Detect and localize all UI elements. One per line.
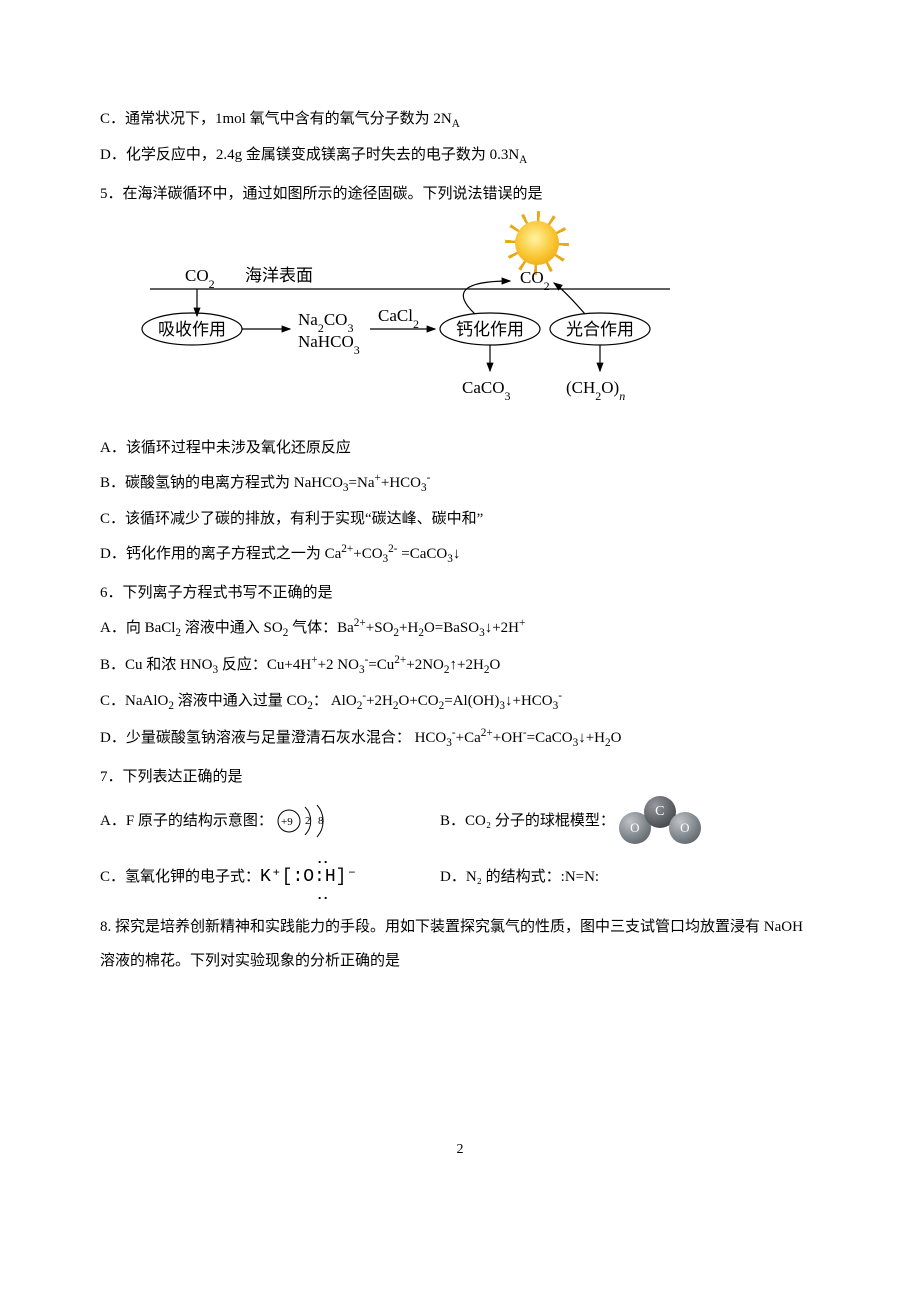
page-number: 2 <box>100 1136 820 1164</box>
lbl-ch2on: (CH2O)n <box>566 378 625 403</box>
svg-text:2: 2 <box>305 815 311 827</box>
q4-d-sub: A <box>519 154 527 166</box>
q6-option-a: A．向 BaCl2 溶液中通入 SO2 气体：Ba2++SO2+H2O=BaSO… <box>100 612 820 645</box>
q8-stem1: 8. 探究是培养创新精神和实践能力的手段。用如下装置探究氯气的性质，图中三支试管… <box>100 912 820 942</box>
lbl-cacl2: CaCl2 <box>378 306 419 331</box>
q6-option-d: D．少量碳酸氢钠溶液与足量澄清石灰水混合： HCO3-+Ca2++OH-=CaC… <box>100 722 820 755</box>
q4-d-text: D．化学反应中，2.4g 金属镁变成镁离子时失去的电子数为 0.3N <box>100 147 519 163</box>
lbl-caco3: CaCO3 <box>462 378 511 403</box>
q4-option-c: C．通常状况下，1mol 氧气中含有的氧气分子数为 2NA <box>100 104 820 136</box>
lewis-structure-icon: ‥ K⁺[:O:H]⁻ ‥ <box>260 850 357 904</box>
q4-c-text: C．通常状况下，1mol 氧气中含有的氧气分子数为 2N <box>100 111 452 127</box>
svg-text:8: 8 <box>318 815 324 827</box>
q6-stem: 6．下列离子方程式书写不正确的是 <box>100 578 820 608</box>
q6-option-c: C．NaAlO2 溶液中通入过量 CO2： AlO2-+2H2O+CO2=Al(… <box>100 685 820 718</box>
q5-svg: CO2 海洋表面 CO2 吸收作用 Na2CO3 NaHCO3 CaCl2 钙化… <box>130 221 690 421</box>
q6-option-b: B．Cu 和浓 HNO3 反应：Cu+4H++2 NO3-=Cu2++2NO2↑… <box>100 649 820 682</box>
q7-option-a: A．F 原子的结构示意图： +9 2 8 <box>100 799 420 843</box>
q5-option-d: D．钙化作用的离子方程式之一为 Ca2++CO32- =CaCO3↓ <box>100 538 820 571</box>
q5-option-a: A．该循环过程中未涉及氧化还原反应 <box>100 433 820 463</box>
svg-text:+9: +9 <box>281 816 293 828</box>
q5-stem: 5．在海洋碳循环中，通过如图所示的途径固碳。下列说法错误的是 <box>100 179 820 209</box>
lbl-co2-left: CO2 <box>185 266 215 291</box>
q8-stem2: 溶液的棉花。下列对实验现象的分析正确的是 <box>100 946 820 976</box>
q4-option-d: D．化学反应中，2.4g 金属镁变成镁离子时失去的电子数为 0.3NA <box>100 140 820 172</box>
co2-model-icon: O C O <box>615 796 705 846</box>
q7-stem: 7．下列表达正确的是 <box>100 762 820 792</box>
page: C．通常状况下，1mol 氧气中含有的氧气分子数为 2NA D．化学反应中，2.… <box>0 0 920 1204</box>
lbl-calcify: 钙化作用 <box>456 320 524 339</box>
q7-option-b: B．CO₂ 分子的球棍模型： O C O <box>440 796 705 846</box>
q5-diagram: CO2 海洋表面 CO2 吸收作用 Na2CO3 NaHCO3 CaCl2 钙化… <box>130 221 690 421</box>
lbl-ocean: 海洋表面 <box>245 266 313 285</box>
q7-option-c: C．氢氧化钾的电子式： ‥ K⁺[:O:H]⁻ ‥ <box>100 850 420 904</box>
q7-row2: C．氢氧化钾的电子式： ‥ K⁺[:O:H]⁻ ‥ D．N₂ 的结构式：:N=N… <box>100 850 820 904</box>
q7-row1: A．F 原子的结构示意图： +9 2 8 B．CO₂ 分子的球棍模型： O C … <box>100 796 820 846</box>
atom-diagram-icon: +9 2 8 <box>273 799 333 843</box>
q5-option-b: B．碳酸氢钠的电离方程式为 NaHCO3=Na++HCO3- <box>100 467 820 500</box>
lbl-photosyn: 光合作用 <box>566 320 634 339</box>
lbl-absorb: 吸收作用 <box>158 320 226 339</box>
q5-option-c: C．该循环减少了碳的排放，有利于实现“碳达峰、碳中和” <box>100 504 820 534</box>
q4-c-sub: A <box>452 118 460 130</box>
lbl-nahco3: NaHCO3 <box>298 332 360 357</box>
q7-option-d: D．N₂ 的结构式：:N=N: <box>440 862 599 892</box>
